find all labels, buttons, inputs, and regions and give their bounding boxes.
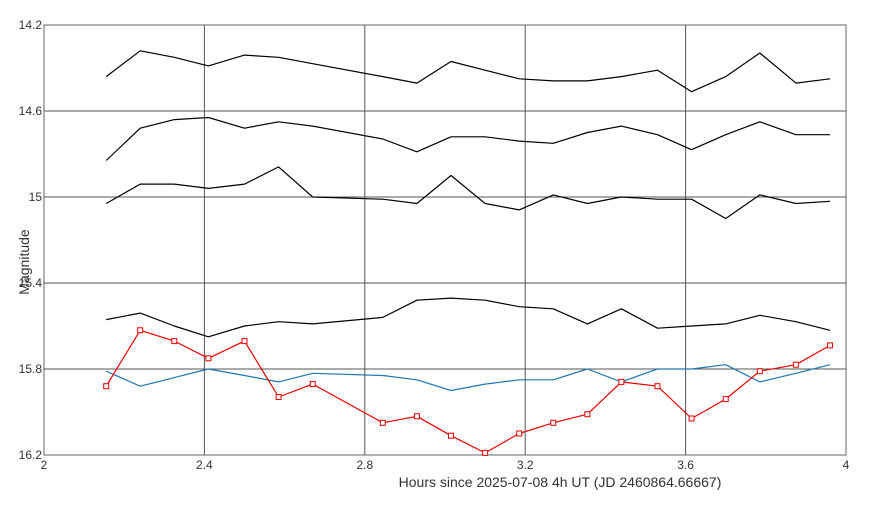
data-point-marker bbox=[792, 361, 799, 368]
series-lines bbox=[103, 50, 833, 456]
data-point-marker bbox=[379, 419, 386, 426]
series-line bbox=[105, 166, 831, 220]
x-tick-label: 2.4 bbox=[196, 458, 213, 472]
data-point-marker bbox=[722, 396, 729, 403]
plot-area bbox=[43, 24, 847, 456]
data-point-marker bbox=[275, 394, 282, 400]
x-tick-label: 3.6 bbox=[677, 458, 694, 472]
data-point-marker bbox=[309, 381, 316, 388]
series-group bbox=[105, 364, 831, 392]
data-point-marker bbox=[516, 430, 523, 437]
data-point-marker bbox=[205, 355, 212, 362]
series-group bbox=[105, 50, 831, 93]
x-tick-label: 3.2 bbox=[517, 458, 534, 472]
data-point-marker bbox=[688, 415, 695, 422]
series-line bbox=[106, 297, 831, 338]
series-line bbox=[105, 50, 831, 93]
y-tick-label: 16.2 bbox=[19, 448, 43, 462]
y-axis-label: Magnitude bbox=[16, 229, 32, 295]
tick-labels: 2 2.4 2.8 3.2 3.6 4 14.2 14.6 15 15.4 15.8 16.2 bbox=[19, 18, 850, 472]
x-tick-label: 2.8 bbox=[356, 458, 373, 472]
data-point-marker bbox=[827, 342, 833, 349]
data-point-marker bbox=[618, 378, 625, 385]
data-point-marker bbox=[103, 383, 110, 390]
x-tick-label: 2 bbox=[41, 458, 48, 472]
series-group bbox=[105, 116, 830, 161]
data-point-marker bbox=[448, 432, 454, 439]
series-line bbox=[105, 116, 830, 161]
data-point-marker bbox=[550, 419, 557, 426]
data-point-marker bbox=[584, 411, 591, 418]
y-tick-label: 15.8 bbox=[19, 362, 43, 376]
y-tick-label: 15 bbox=[29, 190, 43, 204]
data-point-marker bbox=[756, 368, 763, 375]
data-point-marker bbox=[654, 383, 661, 390]
x-tick-label: 4 bbox=[843, 458, 850, 472]
series-line bbox=[105, 364, 831, 392]
data-point-marker bbox=[241, 338, 248, 345]
data-point-marker bbox=[171, 338, 178, 345]
y-tick-label: 14.6 bbox=[19, 104, 43, 118]
y-tick-label: 14.2 bbox=[19, 18, 43, 32]
data-point-marker bbox=[137, 327, 144, 334]
grid-lines bbox=[44, 25, 846, 455]
data-point-marker bbox=[413, 413, 420, 420]
series-group bbox=[105, 166, 831, 220]
y-tick-label: 15.4 bbox=[19, 276, 43, 290]
x-axis-label: Hours since 2025-07-08 4h UT (JD 2460864… bbox=[399, 474, 722, 490]
data-point-marker bbox=[482, 449, 489, 456]
series-group bbox=[106, 297, 831, 338]
series-group bbox=[103, 327, 833, 456]
